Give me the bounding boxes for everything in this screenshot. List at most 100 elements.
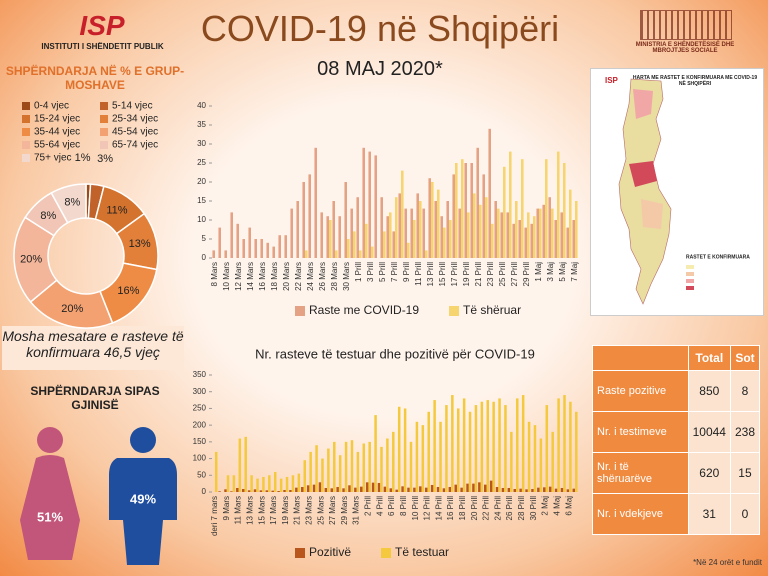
- bar: [519, 488, 522, 492]
- pie-slice: [13, 216, 58, 303]
- bar: [416, 193, 419, 258]
- cell: 31: [687, 493, 731, 535]
- map-legend-title: RASTET E KONFIRMUARA: [686, 254, 750, 260]
- bar: [403, 408, 407, 492]
- map-region: [641, 199, 663, 229]
- bar: [488, 128, 491, 258]
- footnote: *Në 24 orët e fundit: [693, 558, 762, 567]
- map-legend-swatch: [686, 286, 694, 290]
- x-tick-label: 25 Prill: [498, 262, 507, 287]
- bar: [407, 242, 410, 258]
- bar: [480, 401, 484, 492]
- bar: [513, 488, 517, 492]
- bar: [353, 231, 356, 258]
- bar: [489, 480, 493, 492]
- map-legend-swatch: [686, 265, 694, 269]
- x-tick-label: 4 Prill: [375, 496, 384, 516]
- bar: [226, 475, 230, 492]
- bar: [548, 486, 552, 492]
- bar: [437, 189, 440, 258]
- pie-slice: [94, 185, 146, 235]
- bar: [533, 425, 537, 492]
- bar: [297, 473, 301, 492]
- legend-label: 15-24 vjec: [34, 114, 80, 125]
- bar: [452, 174, 455, 258]
- bar: [365, 482, 369, 492]
- bar: [551, 208, 554, 258]
- bar: [248, 227, 251, 258]
- bar: [278, 235, 281, 258]
- y-tick-label: 50: [197, 470, 206, 479]
- bar: [572, 488, 576, 492]
- bar: [401, 486, 404, 492]
- x-tick-label: 14 Prill: [434, 496, 443, 521]
- bar: [354, 487, 357, 492]
- bar: [335, 250, 338, 258]
- map-region: [629, 161, 657, 187]
- slice-label: 13%: [129, 238, 151, 250]
- bar: [415, 421, 419, 492]
- bar: [456, 408, 460, 492]
- person-head: [37, 427, 63, 453]
- bar: [428, 178, 431, 258]
- bar: [442, 488, 446, 492]
- bar: [485, 197, 488, 258]
- bar: [478, 482, 481, 492]
- x-tick-label: 6 Prill: [387, 496, 396, 516]
- bar: [430, 484, 434, 492]
- x-tick-label: 29 Mars: [340, 496, 349, 525]
- value-label: 49%: [130, 491, 156, 506]
- x-tick-label: 19 Prill: [462, 262, 471, 287]
- bar: [462, 398, 466, 492]
- bar: [560, 487, 564, 492]
- x-tick-label: 17 Prill: [450, 262, 459, 287]
- bar: [575, 411, 578, 492]
- bar: [495, 486, 499, 492]
- x-tick-label: 18 Mars: [270, 262, 279, 291]
- x-tick-label: 7 Maj: [570, 262, 579, 282]
- y-tick-label: 150: [193, 437, 207, 446]
- bar: [537, 487, 540, 492]
- bar: [470, 163, 473, 258]
- bar: [318, 482, 322, 492]
- x-tick-label: 13 Mars: [245, 496, 254, 525]
- y-tick-label: 10: [197, 215, 206, 224]
- bar: [236, 223, 239, 258]
- x-tick-label: 20 Prill: [470, 496, 479, 521]
- bar: [512, 223, 515, 258]
- bar: [409, 441, 413, 492]
- bar: [356, 451, 360, 492]
- legend-label: 75+ vjec: [34, 153, 72, 164]
- bar: [377, 482, 381, 492]
- bar: [242, 239, 245, 258]
- bar: [315, 445, 318, 492]
- bar: [300, 486, 304, 492]
- row-label: Nr. i të shëruarëve: [592, 452, 689, 494]
- legend-label: 55-64 vjec: [34, 140, 80, 151]
- bar: [362, 443, 366, 492]
- legend-swatch: [100, 115, 108, 123]
- bar: [458, 208, 461, 258]
- x-tick-label: 14 Mars: [246, 262, 255, 291]
- map-legend-swatch: [686, 272, 694, 276]
- bar: [374, 155, 377, 258]
- bar: [421, 425, 425, 492]
- bar: [494, 201, 497, 258]
- x-tick-label: 2 Maj: [541, 496, 550, 516]
- bar: [214, 451, 218, 492]
- bar: [380, 446, 383, 492]
- bar: [338, 455, 342, 492]
- bar: [436, 486, 440, 492]
- bar: [509, 151, 512, 258]
- x-tick-label: 9 Prill: [402, 262, 411, 282]
- bar: [539, 208, 542, 258]
- bar: [527, 212, 530, 258]
- row-label: Raste pozitive: [592, 370, 689, 412]
- bar: [389, 212, 392, 258]
- legend-label: Të shëruar: [463, 303, 521, 317]
- bar: [253, 489, 257, 492]
- bar: [516, 398, 519, 492]
- y-tick-label: 0: [202, 253, 207, 262]
- pie-slice: [50, 183, 87, 224]
- bar: [386, 438, 389, 492]
